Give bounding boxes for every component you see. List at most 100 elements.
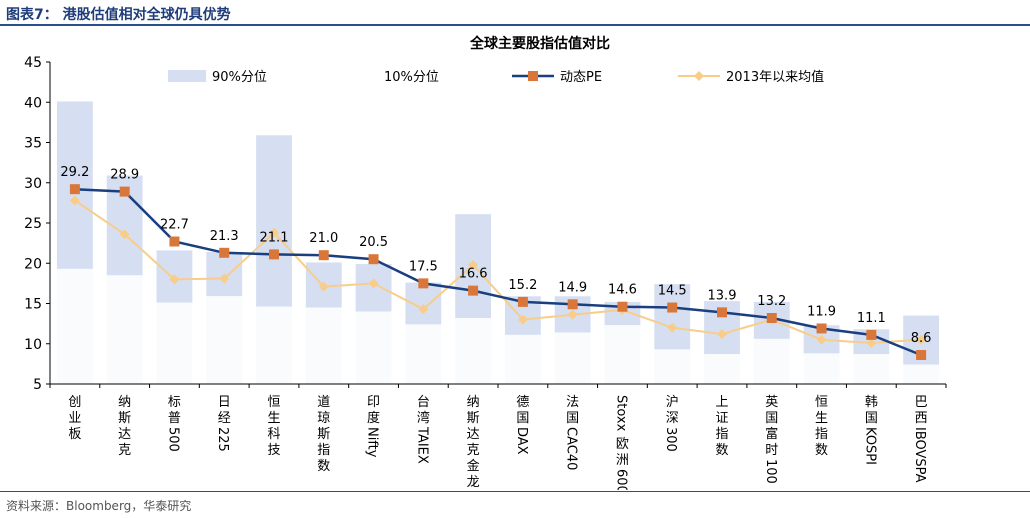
category-label-text: 500	[165, 427, 180, 452]
category-label-glyph: 斯	[118, 411, 131, 426]
category-label-text: CAC40	[564, 427, 579, 470]
category-label-glyph: 科	[267, 427, 280, 442]
category-label-glyph: 富	[765, 426, 778, 442]
pe-data-label: 21.0	[309, 231, 338, 246]
y-tick-label: 45	[24, 55, 42, 71]
y-tick-label: 30	[24, 176, 42, 192]
bottom-rule	[0, 491, 1030, 492]
category-label-glyph: 国	[566, 411, 579, 426]
pe-data-label: 21.3	[210, 229, 239, 244]
y-tick-label: 35	[24, 136, 42, 152]
pe-data-label: 13.9	[708, 288, 737, 303]
pe-data-label: 14.6	[608, 283, 637, 298]
pe-marker	[517, 296, 528, 307]
avg-marker	[119, 229, 130, 240]
y-tick-label: 5	[33, 377, 42, 393]
category-label-text: 100	[763, 459, 778, 484]
lower-column	[504, 334, 541, 384]
avg-line	[74, 199, 922, 344]
pe-data-label: 17.5	[409, 259, 438, 274]
category-label-glyph: 数	[715, 443, 728, 458]
pe-marker	[667, 302, 678, 313]
y-tick-label: 15	[24, 297, 42, 313]
category-label-glyph: 斯	[317, 427, 330, 442]
category-label-glyph: 数	[815, 443, 828, 458]
avg-marker	[368, 278, 379, 289]
category-label-glyph: 数	[317, 459, 330, 474]
category-label-glyph: 英	[765, 395, 778, 410]
category-label-glyph: 法	[566, 395, 579, 410]
pe-marker	[219, 247, 230, 258]
lower-column	[256, 306, 292, 384]
category-label-glyph: 国	[516, 411, 529, 426]
category-label-glyph: 标	[168, 395, 181, 410]
lower-column	[455, 317, 492, 384]
lower-column	[405, 324, 442, 384]
pe-data-label: 20.5	[359, 235, 388, 250]
legend-swatch-10	[340, 70, 378, 82]
category-label-text: 600	[613, 469, 628, 490]
source-note: 资料来源：Bloomberg，华泰研究	[6, 499, 192, 513]
pe-data-label: 28.9	[110, 168, 139, 183]
category-label-text: IBOVSPA	[912, 427, 927, 483]
category-label-glyph: 沪	[666, 394, 679, 410]
category-label-glyph: 国	[865, 411, 878, 426]
pe-data-label: 14.9	[558, 280, 587, 295]
category-label-glyph: 证	[715, 411, 728, 426]
category-label-glyph: 业	[68, 411, 81, 426]
y-tick-label: 10	[24, 337, 42, 353]
axes: 5 10 15 20 25 30 35 40 45	[24, 55, 947, 393]
avg-marker	[418, 304, 429, 315]
category-label-glyph: 国	[765, 411, 778, 426]
lower-column	[853, 354, 890, 384]
legend-swatch-90	[168, 70, 206, 82]
category-label-glyph: 琼	[317, 411, 330, 426]
category-label-glyph: 斯	[467, 411, 480, 426]
figure-title: 图表7： 港股估值相对全球仍具优势	[6, 7, 231, 23]
avg-marker	[318, 281, 329, 292]
pe-marker	[368, 254, 379, 265]
pe-data-label: 11.9	[807, 304, 836, 319]
avg-marker	[468, 259, 479, 270]
pe-data-label: 15.2	[508, 278, 537, 293]
category-label-text: 300	[663, 427, 678, 452]
category-label-glyph: 恒	[267, 395, 280, 410]
avg-marker	[69, 195, 80, 206]
lower-column	[903, 364, 940, 384]
category-label-glyph: 西	[915, 411, 928, 426]
lower-column	[604, 325, 641, 384]
category-label: 创业板	[68, 395, 81, 442]
series-lines	[69, 184, 927, 361]
category-label-glyph: 印	[367, 395, 380, 410]
pe-marker	[468, 285, 479, 296]
category-label-glyph: 普	[168, 411, 181, 426]
range-band	[256, 135, 292, 307]
pe-data-label: 22.7	[160, 218, 189, 233]
lower-column	[106, 275, 143, 384]
avg-marker	[916, 334, 927, 345]
range-bands	[56, 101, 940, 384]
avg-marker	[816, 334, 827, 345]
category-label-glyph: 纳	[467, 395, 480, 410]
pe-marker	[269, 249, 279, 260]
y-tick-label: 40	[24, 95, 42, 111]
top-rule	[0, 24, 1030, 26]
category-label-glyph: 指	[715, 427, 728, 442]
lower-column	[156, 302, 193, 384]
category-label-glyph: 度	[367, 410, 380, 426]
pe-marker	[617, 301, 628, 312]
pe-marker	[766, 312, 777, 323]
category-label-glyph: 韩	[865, 395, 878, 410]
